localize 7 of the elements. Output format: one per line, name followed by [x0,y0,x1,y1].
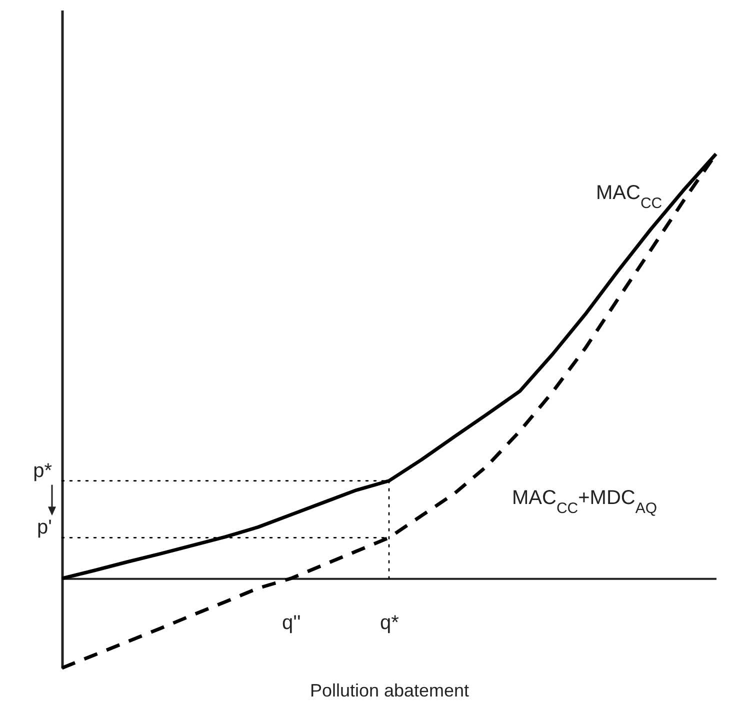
x-tick-label: q'' [282,612,301,634]
text: p' [37,516,52,539]
x-tick-label: q* [380,612,400,634]
series-label: MAC$_{CC}$+MDC$_{AQ}$ [512,486,658,516]
x-axis-title: Pollution abatement [310,680,470,700]
text: p* [33,460,52,482]
series-label: MAC$_{CC}$ [596,182,662,212]
